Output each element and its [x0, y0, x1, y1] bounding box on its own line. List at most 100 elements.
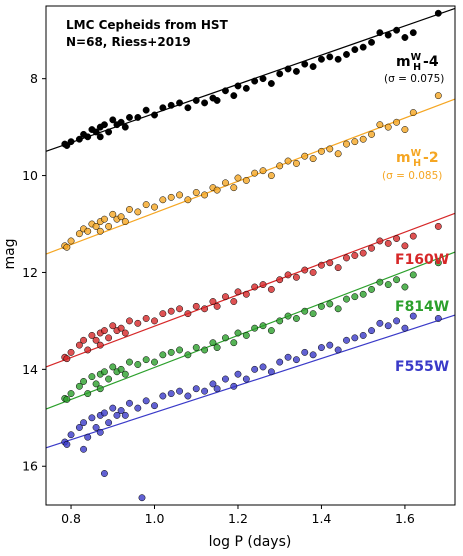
data-point-f555w	[142, 397, 150, 405]
data-point-f814w	[84, 390, 92, 398]
data-point-f555w	[393, 317, 401, 325]
data-point-m-h-w-2	[251, 169, 259, 177]
y-tick-label: 16	[22, 459, 38, 474]
data-point-f555w	[192, 385, 200, 393]
data-point-f160w	[80, 336, 88, 344]
y-tick-label: 14	[22, 362, 38, 377]
data-point-m-h-w-4	[401, 34, 409, 41]
axis-ticks: 0.8 1.0 1.2 1.4 1.6 8 10 12 14 16	[22, 71, 415, 526]
data-point-f160w	[84, 346, 92, 354]
data-point-f160w	[192, 302, 200, 310]
data-point-m-h-w-2	[284, 157, 292, 165]
chart-title-line-1: LMC Cepheids from HST	[66, 18, 229, 32]
data-point-f160w	[242, 290, 250, 298]
data-point-m-h-w-2	[309, 155, 317, 163]
data-point-f814w	[230, 339, 238, 347]
data-point-f555w	[384, 322, 392, 330]
data-point-m-h-w-4	[334, 55, 342, 63]
data-point-m-h-w-4	[109, 116, 117, 124]
data-point-f555w	[126, 399, 133, 407]
data-point-m-h-w-4	[151, 111, 158, 119]
data-point-m-h-w-2	[75, 230, 83, 238]
data-point-f555w	[213, 385, 221, 393]
data-point-m-h-w-4	[284, 65, 292, 73]
data-point-m-h-w-2	[201, 191, 209, 199]
data-point-m-h-w-2	[184, 196, 192, 204]
data-point-m-h-w-2	[434, 92, 442, 100]
data-point-m-h-w-2	[368, 130, 375, 138]
data-point-f160w	[393, 235, 401, 242]
data-point-f814w	[201, 346, 209, 354]
data-point-m-h-w-2	[105, 222, 113, 230]
data-point-m-h-w-2	[267, 172, 275, 180]
data-point-m-h-w-4	[309, 63, 317, 71]
data-point-f160w	[334, 264, 342, 272]
data-point-f814w	[192, 344, 200, 351]
data-point-f814w	[67, 390, 75, 398]
data-point-f555w	[267, 368, 275, 376]
data-point-f814w	[222, 334, 229, 342]
series-label-F160W: F160W	[395, 252, 449, 268]
data-point-f555w	[80, 419, 88, 427]
sigma-label-mHW-4: (σ = 0.075)	[384, 73, 444, 85]
data-point-m-h-w-2	[230, 184, 238, 192]
data-point-f160w	[209, 298, 217, 305]
x-axis-label: log P (days)	[209, 534, 292, 550]
data-point-m-h-w-4	[105, 128, 113, 136]
data-point-f814w	[393, 276, 401, 284]
data-point-f160w	[121, 329, 129, 337]
data-point-f814w	[121, 370, 129, 378]
data-point-m-h-w-2	[222, 179, 229, 187]
data-point-f160w	[359, 249, 367, 257]
data-point-m-h-w-4	[368, 38, 375, 46]
data-point-m-h-w-2	[359, 135, 367, 143]
data-point-m-h-w-2	[92, 222, 100, 230]
data-point-f160w	[100, 327, 108, 335]
series-label-F814W: F814W	[395, 299, 449, 315]
data-point-f160w	[384, 239, 392, 247]
data-point-m-h-w-4	[326, 53, 334, 61]
data-point-f814w	[92, 380, 100, 388]
y-axis-label: mag	[2, 238, 18, 269]
data-point-f160w	[167, 307, 175, 315]
data-point-m-h-w-4	[230, 92, 238, 100]
data-point-f814w	[117, 365, 125, 373]
data-point-f555w	[121, 411, 129, 419]
data-point-m-h-w-2	[384, 123, 392, 131]
data-point-m-h-w-4	[201, 99, 209, 107]
data-point-m-h-w-2	[151, 203, 158, 211]
data-point-f814w	[209, 339, 217, 347]
data-point-f555w	[80, 445, 88, 453]
data-point-f555w	[276, 358, 284, 366]
data-point-f814w	[351, 293, 359, 301]
data-point-m-h-w-2	[176, 191, 184, 199]
data-point-m-h-w-4	[301, 60, 309, 68]
data-point-m-h-w-4	[376, 29, 384, 37]
data-point-f814w	[301, 307, 309, 315]
data-point-m-h-w-2	[134, 208, 142, 216]
data-point-m-h-w-4	[434, 9, 442, 17]
data-point-m-h-w-4	[126, 113, 133, 121]
data-point-f555w	[343, 336, 350, 344]
data-point-f814w	[409, 271, 417, 279]
data-point-f814w	[242, 331, 250, 339]
x-tick-label: 1.0	[145, 511, 165, 526]
data-point-f160w	[92, 336, 100, 344]
data-point-f160w	[176, 305, 184, 313]
data-point-f160w	[96, 341, 104, 349]
data-point-m-h-w-2	[109, 210, 117, 218]
data-point-f814w	[401, 283, 409, 291]
data-point-f814w	[63, 395, 71, 403]
data-point-f555w	[151, 402, 158, 410]
data-point-f814w	[292, 315, 300, 322]
data-point-m-h-w-2	[159, 196, 167, 204]
data-point-f555w	[309, 351, 317, 359]
data-point-f160w	[117, 324, 125, 332]
data-point-f814w	[176, 346, 184, 354]
data-point-f814w	[251, 324, 259, 332]
data-point-f814w	[259, 322, 267, 330]
data-point-f555w	[88, 414, 96, 422]
data-point-f814w	[276, 317, 284, 325]
data-point-f160w	[234, 288, 242, 296]
